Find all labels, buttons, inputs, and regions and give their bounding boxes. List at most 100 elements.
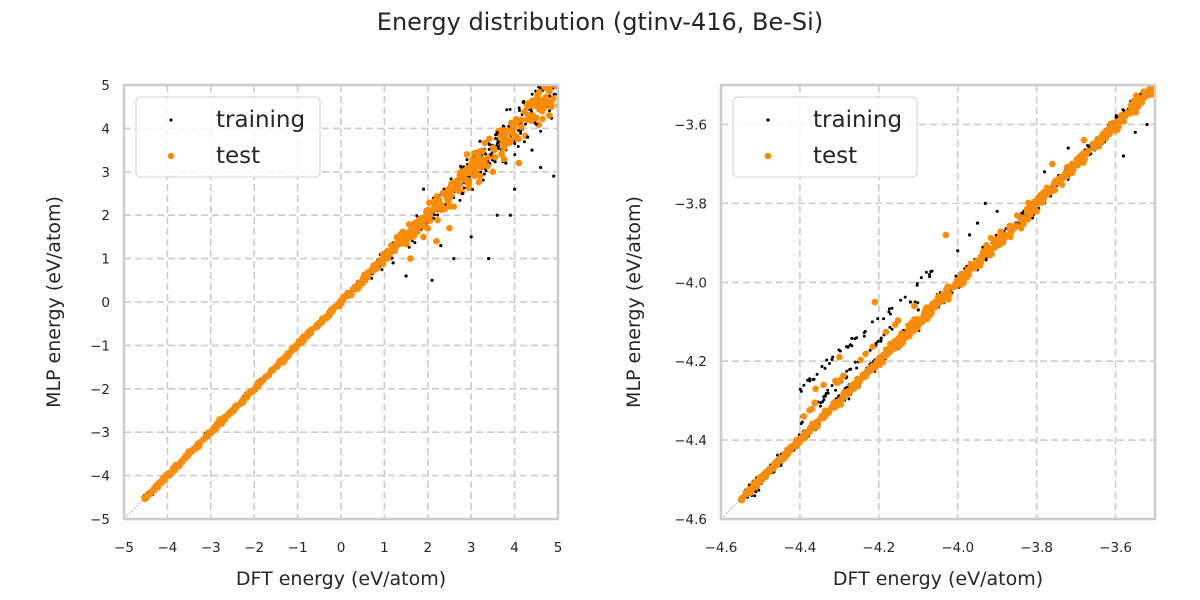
training-point	[495, 131, 499, 135]
training-point	[521, 100, 525, 104]
test-point	[1020, 220, 1027, 227]
training-point	[924, 270, 928, 274]
training-point	[890, 327, 894, 331]
test-point	[150, 487, 158, 494]
training-point	[469, 235, 473, 239]
plot-zoomed-range: −4.6 −4.4 −4.2 −4.0 −3.8 −3.6 −4.6 −4.4 −4.2 −4.0…	[623, 70, 1165, 590]
y-tick-label: 4	[101, 121, 110, 137]
test-point	[546, 112, 553, 119]
legend-label-training: training	[216, 107, 305, 133]
test-point	[430, 207, 437, 214]
test-point	[1146, 85, 1154, 92]
test-point	[490, 144, 497, 151]
test-point	[539, 115, 546, 123]
test-point	[476, 172, 484, 180]
test-point	[1159, 74, 1165, 80]
training-point	[798, 387, 802, 391]
test-point	[1025, 199, 1032, 206]
test-point	[436, 204, 443, 211]
test-point	[1080, 136, 1088, 144]
test-point	[929, 300, 936, 307]
test-point	[433, 237, 440, 245]
test-point	[521, 108, 528, 115]
training-point	[465, 158, 469, 162]
test-point	[978, 258, 985, 265]
x-axis-label: DFT energy (eV/atom)	[833, 568, 1043, 590]
test-point	[898, 330, 905, 337]
training-point	[820, 365, 824, 368]
test-point	[378, 256, 385, 263]
test-point	[1146, 91, 1154, 98]
test-point	[899, 337, 907, 344]
training-point	[968, 233, 972, 237]
training-point	[1121, 154, 1125, 158]
test-point	[803, 431, 810, 438]
test-point	[314, 323, 321, 330]
training-point	[526, 135, 530, 139]
training-point	[853, 360, 857, 364]
training-point	[391, 261, 395, 265]
test-point	[446, 224, 453, 232]
test-point	[431, 198, 438, 205]
training-point	[862, 334, 866, 338]
training-point	[539, 129, 543, 133]
training-point	[1157, 80, 1160, 83]
test-point	[533, 95, 541, 102]
test-point	[491, 154, 499, 161]
test-point	[869, 343, 876, 350]
test-point	[813, 418, 821, 425]
test-point	[800, 413, 808, 420]
training-point	[415, 214, 419, 218]
legend-marker-test	[764, 152, 772, 160]
test-point	[501, 156, 508, 163]
test-point	[1159, 72, 1165, 78]
training-point	[879, 336, 883, 340]
training-point	[552, 174, 556, 178]
training-point	[799, 422, 803, 426]
test-point	[179, 457, 187, 464]
x-tick-label: 4	[510, 540, 519, 556]
test-point	[523, 116, 531, 124]
y-tick-label: 5	[101, 78, 110, 94]
training-point	[753, 494, 757, 498]
test-point	[171, 463, 179, 470]
test-point	[776, 456, 783, 463]
test-point	[906, 332, 913, 340]
test-point	[548, 78, 554, 84]
test-point	[420, 233, 427, 241]
test-point	[399, 228, 406, 235]
test-point	[830, 399, 838, 406]
test-point	[908, 319, 916, 326]
training-point	[887, 310, 891, 314]
training-point	[404, 274, 408, 278]
training-point	[1161, 70, 1164, 73]
test-point	[469, 156, 476, 163]
test-point	[221, 416, 229, 423]
training-point	[908, 300, 913, 304]
test-point	[472, 167, 479, 175]
training-point	[850, 344, 854, 348]
test-point	[1138, 99, 1146, 106]
test-point	[502, 135, 509, 142]
training-point	[1157, 76, 1160, 79]
training-point	[558, 75, 561, 78]
test-point	[454, 177, 461, 184]
test-point	[960, 275, 967, 283]
test-point	[820, 381, 827, 389]
test-point	[278, 359, 286, 366]
test-point	[1156, 79, 1162, 85]
test-point	[464, 179, 471, 186]
test-point	[536, 89, 543, 96]
test-point	[840, 389, 847, 397]
training-point	[828, 362, 831, 365]
training-point	[413, 241, 417, 245]
y-tick-label: −4.2	[674, 354, 707, 370]
x-tick-label: −1	[288, 540, 308, 556]
training-point	[513, 187, 517, 191]
training-point	[1155, 80, 1158, 83]
test-point	[318, 315, 326, 322]
test-point	[991, 244, 998, 251]
test-point	[343, 292, 351, 299]
training-point	[1155, 76, 1158, 79]
